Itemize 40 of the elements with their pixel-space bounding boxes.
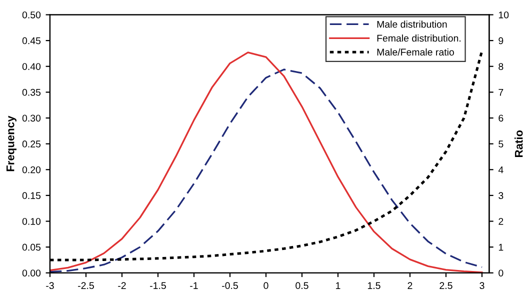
legend-label: Female distribution.: [377, 34, 461, 42]
x-tick-label: -0.5: [222, 282, 238, 290]
y2-tick-label: 4: [498, 166, 504, 174]
x-tick-label: 2.5: [440, 282, 452, 290]
y2-tick-label: 8: [498, 63, 504, 70]
x-tick-label: -1.5: [150, 282, 166, 290]
y-tick-label: 0.25: [22, 140, 41, 148]
x-tick-label: -1: [190, 282, 198, 289]
y2-tick-label: 7: [498, 89, 504, 96]
x-tick-label: -2.5: [78, 282, 94, 290]
y-tick-label: 0.05: [22, 244, 41, 251]
y-tick-label: 0.15: [22, 192, 41, 200]
x-tick-label: 1: [336, 282, 340, 289]
y2-tick-label: 5: [498, 140, 504, 148]
y2-tick-label: 2: [498, 218, 504, 225]
y2-tick-label: 9: [498, 37, 504, 44]
y-tick-label: 0.50: [22, 11, 41, 18]
y2-axis-title: Ratio: [514, 130, 523, 157]
y2-tick-label: 1: [498, 244, 504, 251]
x-tick-label: 0: [264, 282, 268, 290]
y-tick-label: 0.00: [22, 270, 41, 276]
x-tick-label: 3: [480, 282, 484, 290]
x-tick-label: 2: [408, 282, 412, 289]
y-axis-title: Frequency: [6, 116, 16, 172]
x-tick-label: -3: [46, 282, 54, 290]
legend-label: Male distribution: [377, 20, 447, 28]
y2-tick-label: 6: [498, 114, 504, 122]
legend-label: Male/Female ratio: [377, 48, 454, 56]
y-tick-label: 0.35: [22, 88, 41, 96]
y-tick-label: 0.40: [22, 63, 41, 70]
x-tick-label: 0.5: [296, 282, 308, 290]
y-tick-label: 0.30: [22, 114, 41, 122]
y2-tick-label: 0: [498, 270, 504, 276]
y-tick-label: 0.20: [22, 166, 41, 174]
y-tick-label: 0.45: [22, 37, 41, 44]
y2-tick-label: 3: [498, 192, 504, 200]
x-tick-label: -2: [118, 282, 126, 289]
x-tick-label: 1.5: [368, 282, 380, 290]
y2-tick-label: 10: [498, 11, 509, 18]
y-tick-label: 0.10: [22, 218, 41, 225]
